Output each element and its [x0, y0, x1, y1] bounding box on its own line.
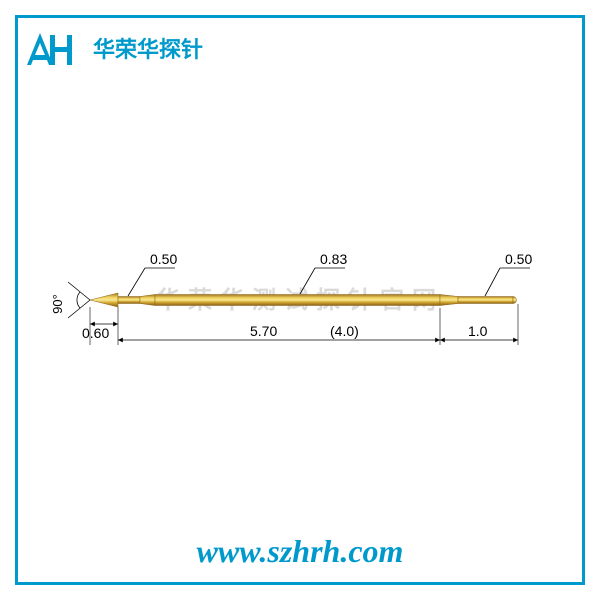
- tip-angle-marker: 90°: [50, 282, 90, 318]
- logo-text: 华荣华探针: [93, 32, 203, 64]
- end-length-label: 1.0: [468, 323, 488, 339]
- end-diameter-label: 0.50: [505, 251, 532, 267]
- probe-technical-drawing: 90° 0.50 0.83 0.50: [40, 200, 560, 400]
- body-inner-length-label: (4.0): [330, 323, 359, 339]
- body-diameter-label: 0.83: [320, 251, 347, 267]
- logo-icon: [25, 25, 85, 70]
- tip-angle-label: 90°: [50, 294, 65, 314]
- end-length-dimension: 1.0: [440, 323, 518, 340]
- tip-length-dimension: 0.60: [82, 324, 118, 341]
- tip-length-label: 0.60: [82, 325, 109, 341]
- tip-diameter-label: 0.50: [150, 251, 177, 267]
- product-diagram-container: 华荣华探针 华荣华测试探针官网: [0, 0, 600, 600]
- tip-diameter-leader: 0.50: [128, 251, 177, 296]
- end-diameter-leader: 0.50: [485, 251, 532, 296]
- body-diameter-leader: 0.83: [300, 251, 347, 294]
- website-url: www.szhrh.com: [0, 533, 600, 570]
- body-length-dimension: 5.70 (4.0): [118, 323, 440, 345]
- probe-shape: [90, 293, 517, 307]
- body-length-label: 5.70: [250, 323, 277, 339]
- brand-logo: 华荣华探针: [25, 25, 203, 70]
